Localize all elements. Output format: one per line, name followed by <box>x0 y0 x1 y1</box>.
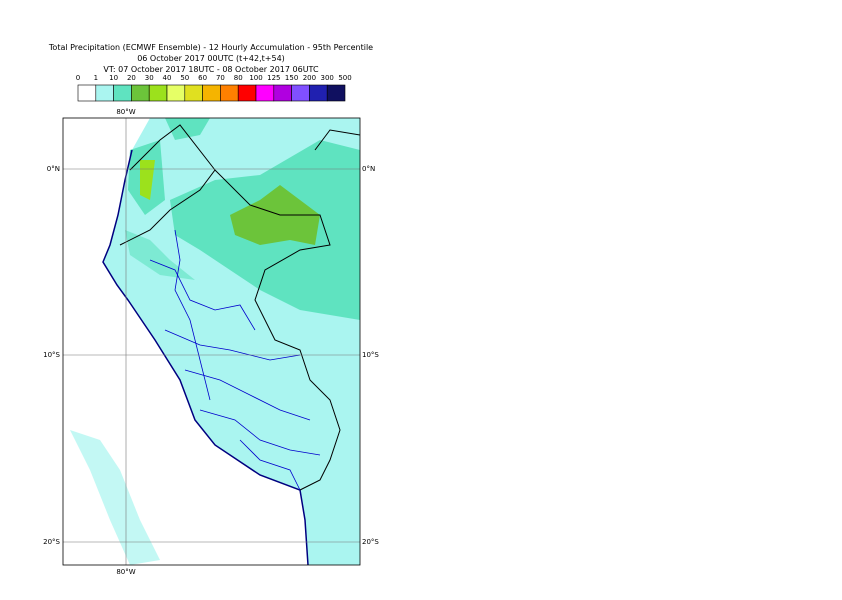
colorbar-box <box>255 84 275 102</box>
colorbar-tick: 10 <box>109 74 118 82</box>
colorbar-tick: 20 <box>127 74 136 82</box>
colorbar-box <box>202 84 221 102</box>
colorbar-tick: 60 <box>198 74 207 82</box>
colorbar-tick: 150 <box>285 74 298 82</box>
colorbar-box <box>95 84 114 102</box>
colorbar-box <box>166 84 186 102</box>
lon-label: 80°W <box>116 108 135 116</box>
colorbar-tick: 200 <box>303 74 316 82</box>
colorbar-box <box>309 84 328 102</box>
lat-label: 20°S <box>362 538 379 546</box>
colorbar-tick: 125 <box>267 74 280 82</box>
colorbar-tick: 50 <box>180 74 189 82</box>
title-line: Total Precipitation (ECMWF Ensemble) - 1… <box>48 43 373 52</box>
colorbar-box <box>184 84 203 102</box>
lon-label: 80°W <box>116 568 135 576</box>
colorbar-tick: 30 <box>145 74 154 82</box>
colorbar-tick: 70 <box>216 74 225 82</box>
lat-label: 10°S <box>43 351 60 359</box>
title-line: 06 October 2017 00UTC (t+42,t+54) <box>137 54 285 63</box>
colorbar-tick: 80 <box>234 74 243 82</box>
colorbar-tick: 1 <box>94 74 98 82</box>
colorbar-box <box>291 84 310 102</box>
colorbar-box <box>148 84 168 102</box>
map-frame <box>62 117 361 566</box>
colorbar-tick: 100 <box>249 74 262 82</box>
colorbar-tick: 0 <box>76 74 80 82</box>
lat-label: 0°N <box>47 165 60 173</box>
title-line: VT: 07 October 2017 18UTC - 08 October 2… <box>103 65 319 74</box>
colorbar: 0 1 10 20 30 40 50 60 70 80 100 125 150 200 300 500 <box>76 74 352 102</box>
colorbar-box <box>113 84 132 102</box>
colorbar-tick: 300 <box>321 74 334 82</box>
map <box>63 118 360 565</box>
colorbar-box <box>77 84 97 102</box>
colorbar-box <box>273 84 292 102</box>
lat-label: 20°S <box>43 538 60 546</box>
colorbar-box <box>220 84 239 102</box>
lat-label: 0°N <box>362 165 375 173</box>
colorbar-tick: 40 <box>163 74 172 82</box>
lat-label: 10°S <box>362 351 379 359</box>
colorbar-tick: 500 <box>338 74 351 82</box>
colorbar-box <box>326 84 346 102</box>
colorbar-box <box>131 84 150 102</box>
colorbar-box <box>237 84 257 102</box>
